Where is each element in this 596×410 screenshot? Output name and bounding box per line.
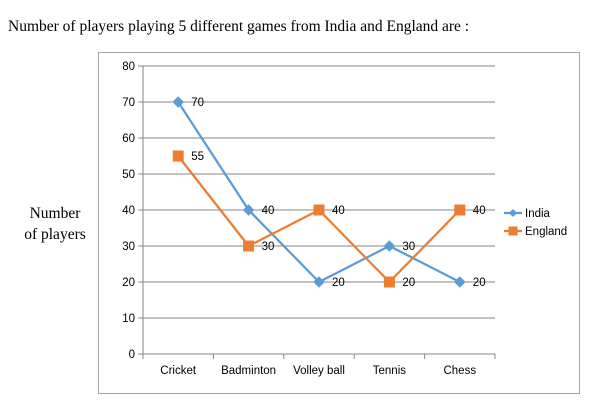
y-axis-label: Number of players [22, 203, 88, 245]
y-tick-label: 70 [122, 97, 135, 109]
data-point-england [243, 240, 255, 252]
x-tick-label: Badminton [221, 365, 276, 377]
y-tick-label: 40 [122, 205, 135, 217]
y-axis-label-line-1: Number [29, 205, 81, 222]
data-point-india [454, 276, 466, 288]
data-label-india: 20 [332, 277, 345, 289]
legend-label-india: India [525, 208, 551, 220]
x-tick-label: Volley ball [293, 365, 345, 377]
y-tick-label: 20 [122, 277, 135, 289]
data-point-england [383, 276, 395, 288]
x-tick-labels: Cricket Badminton Volley ball Tennis Chess [160, 365, 476, 377]
y-tick-labels: 0 10 20 30 40 50 60 70 80 [122, 61, 135, 361]
question-text: Number of players playing 5 different ga… [8, 18, 470, 35]
data-label-england: 40 [332, 205, 345, 217]
data-label-england: 30 [262, 241, 275, 253]
series-line-india [177, 101, 461, 284]
legend-label-england: England [525, 226, 567, 238]
y-tick-label: 0 [129, 349, 135, 361]
legend-marker-england [508, 226, 518, 236]
x-tick-label: Cricket [160, 365, 197, 377]
chart-frame [98, 52, 580, 394]
data-point-india [242, 204, 255, 216]
legend: India England [504, 208, 567, 238]
data-point-india [383, 240, 396, 252]
data-label-india: 40 [262, 205, 275, 217]
y-tick-label: 80 [122, 61, 135, 73]
data-label-england: 55 [191, 151, 204, 163]
data-label-india: 30 [402, 241, 415, 253]
data-point-india [313, 276, 325, 288]
data-label-india: 20 [473, 277, 486, 289]
series-line-england [177, 155, 461, 284]
legend-marker-india [509, 209, 517, 217]
data-point-england [172, 150, 184, 162]
data-point-england [313, 204, 325, 216]
y-axis-label-line-2: of players [24, 226, 86, 243]
data-label-england: 40 [473, 205, 486, 217]
data-label-england: 20 [402, 277, 415, 289]
x-tick-label: Tennis [373, 365, 406, 377]
axes [138, 65, 496, 359]
y-tick-label: 60 [122, 133, 135, 145]
data-label-india: 70 [191, 97, 204, 109]
x-tick-label: Chess [443, 365, 476, 377]
data-point-england [454, 204, 466, 216]
y-tick-label: 30 [122, 241, 135, 253]
data-point-india [172, 96, 184, 108]
series-group: 70 40 20 30 20 55 30 40 20 40 [172, 96, 486, 289]
y-tick-label: 10 [122, 313, 135, 325]
y-tick-label: 50 [122, 169, 135, 181]
